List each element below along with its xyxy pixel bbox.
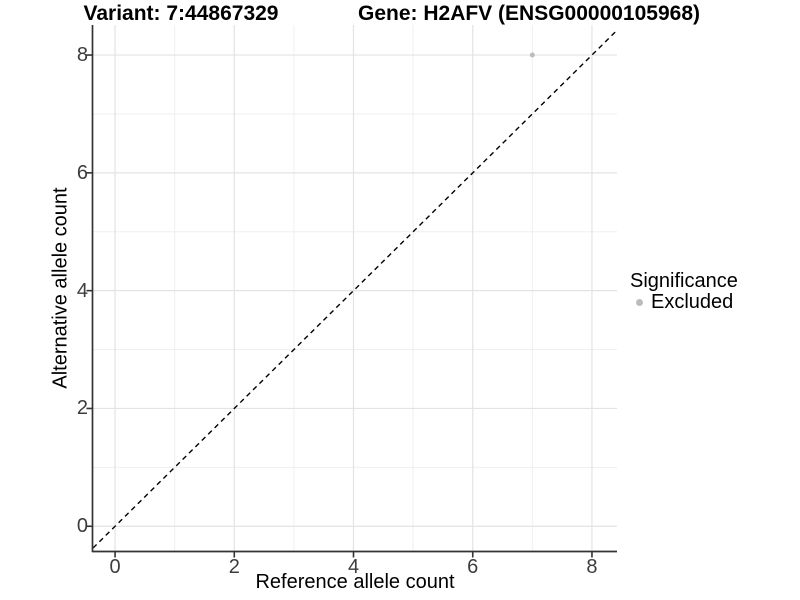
legend-title: Significance (630, 270, 738, 292)
x-tick-label: 8 (586, 556, 598, 578)
y-tick-label: 8 (76, 44, 88, 67)
plot-title-variant: Variant: 7:44867329 (83, 2, 279, 25)
x-tick-label: 2 (228, 556, 240, 578)
legend-item-excluded: Excluded (630, 292, 738, 313)
plot-title-gene: Gene: H2AFV (ENSG00000105968) (358, 2, 700, 25)
x-axis-title: Reference allele count (255, 571, 455, 593)
y-tick-label: 4 (76, 279, 88, 302)
excluded-point-icon (636, 299, 643, 306)
y-tick-label: 6 (76, 161, 88, 184)
data-point (529, 52, 535, 58)
legend: Significance Excluded (630, 271, 738, 313)
identity-line (93, 29, 617, 549)
y-tick-label: 0 (76, 515, 88, 538)
legend-item-label: Excluded (651, 291, 734, 313)
x-tick-label: 6 (467, 556, 479, 578)
y-tick-label: 2 (76, 397, 88, 420)
x-tick-label: 4 (347, 556, 360, 578)
x-tick-label: 0 (109, 556, 121, 578)
